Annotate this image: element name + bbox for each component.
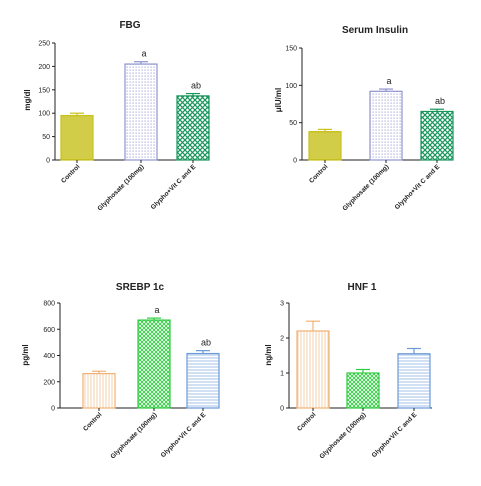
category-label: Glypho+Vit C and E — [160, 411, 208, 459]
category-label: Glypho+Vit C and E — [371, 411, 419, 459]
significance-label: a — [386, 76, 391, 86]
y-axis-label: mg/dl — [23, 89, 32, 110]
y-tick-label: 2 — [280, 336, 284, 343]
category-label: Control — [296, 411, 317, 432]
y-axis-label: ng/ml — [264, 344, 273, 365]
chart-title: SREBP 1c — [116, 282, 165, 293]
bar — [346, 372, 380, 409]
bar — [186, 352, 220, 409]
chart-title: FBG — [119, 20, 140, 31]
y-tick-label: 0 — [51, 406, 55, 413]
significance-label: a — [141, 49, 146, 59]
category-label: Glypho+Vit C and E — [394, 163, 442, 211]
bar — [397, 353, 431, 409]
bar — [296, 330, 330, 409]
y-tick-label: 50 — [42, 134, 50, 141]
y-tick-label: 400 — [43, 353, 55, 360]
chart-panel-1: FBG mg/dl 0 50 100 150 200 250 Control a Glyphosat… — [23, 20, 210, 212]
y-tick-label: 150 — [285, 46, 297, 53]
significance-label: ab — [201, 338, 211, 348]
significance-label: ab — [191, 81, 201, 91]
chart-panel-2: Serum Insulin μIU/ml 0 50 100 150 Control a Glyp… — [274, 25, 454, 212]
bar — [369, 90, 403, 161]
y-tick-label: 800 — [43, 301, 55, 308]
bar — [420, 110, 454, 161]
y-tick-label: 200 — [38, 64, 50, 71]
category-label: Glyphosate (100mg) — [97, 163, 146, 212]
y-tick-label: 0 — [293, 158, 297, 165]
significance-label: ab — [435, 96, 445, 106]
category-label: Glypho+Vit C and E — [150, 163, 198, 211]
bar — [82, 373, 116, 409]
category-label: Glyphosate (100mg) — [110, 411, 159, 460]
category-label: Glyphosate (100mg) — [319, 411, 368, 460]
category-label: Glyphosate (100mg) — [342, 163, 391, 212]
y-tick-label: 100 — [38, 111, 50, 118]
bar — [60, 114, 94, 161]
significance-label: a — [154, 305, 159, 315]
category-label: Control — [82, 411, 103, 432]
y-tick-label: 0 — [280, 406, 284, 413]
y-tick-label: 150 — [38, 87, 50, 94]
y-tick-label: 50 — [289, 120, 297, 127]
y-tick-label: 0 — [46, 158, 50, 165]
y-tick-label: 1 — [280, 371, 284, 378]
chart-panel-3: SREBP 1c pg/ml 0 200 400 600 800 Control a Glypho… — [21, 282, 220, 460]
y-axis-label: μIU/ml — [274, 88, 283, 112]
y-tick-label: 250 — [38, 41, 50, 48]
bar — [176, 95, 210, 161]
category-label: Control — [60, 163, 81, 184]
y-tick-label: 600 — [43, 327, 55, 334]
category-label: Control — [308, 163, 329, 184]
chart-title: HNF 1 — [348, 282, 377, 293]
y-tick-label: 200 — [43, 379, 55, 386]
bar — [124, 63, 158, 161]
bar — [308, 131, 342, 161]
chart-title: Serum Insulin — [342, 25, 408, 36]
y-tick-label: 3 — [280, 301, 284, 308]
y-axis-label: pg/ml — [21, 344, 30, 365]
bar — [137, 319, 171, 409]
chart-panel-4: HNF 1 ng/ml 0 1 2 3 Control Glyphosate (100mg) G… — [264, 282, 432, 460]
y-tick-label: 100 — [285, 83, 297, 90]
